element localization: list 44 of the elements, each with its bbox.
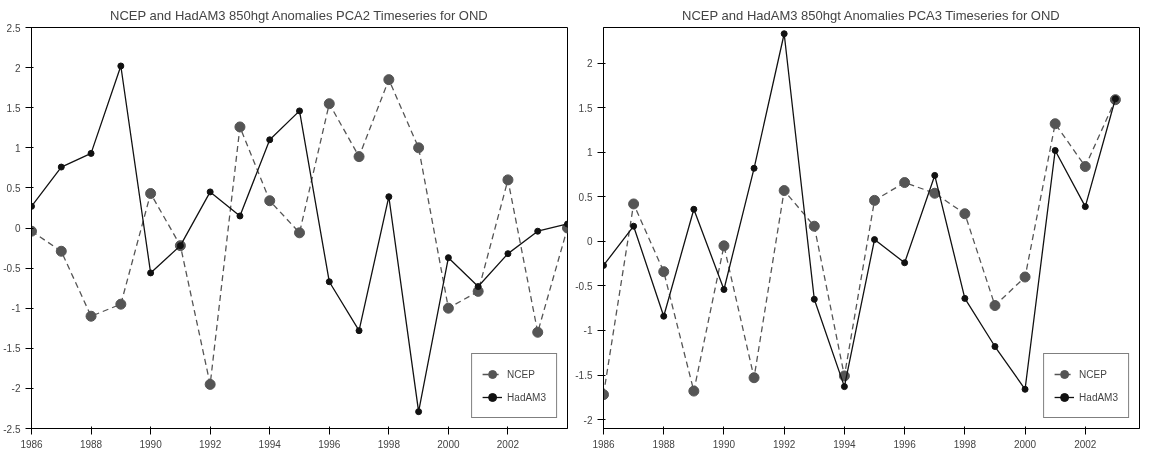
y-tick-label: -2 (583, 414, 593, 426)
legend-label: HadAM3 (507, 391, 546, 403)
y-tick-label: 2.5 (6, 22, 21, 34)
x-tick-label: 2002 (496, 438, 520, 450)
y-tick-label: 1 (586, 147, 593, 159)
x-tick-label: 1990 (139, 438, 163, 450)
y-tick-label: 1 (14, 142, 21, 154)
y-tick-label: 2 (14, 62, 21, 74)
x-tick-label: 1990 (712, 438, 736, 450)
y-tick-label: -1.5 (3, 343, 21, 355)
x-tick-label: 1998 (953, 438, 977, 450)
y-tick-label: 1.5 (578, 102, 593, 114)
y-tick-label: -1 (583, 325, 593, 337)
y-tick-label: 1.5 (6, 102, 21, 114)
y-tick-label: -0.5 (575, 280, 593, 292)
x-tick-label: 1992 (199, 438, 222, 450)
x-tick-label: 2002 (1074, 438, 1097, 450)
y-tick-label: -2 (11, 383, 21, 395)
x-tick-label: 1998 (377, 438, 401, 450)
y-tick-label: 2 (586, 58, 593, 70)
x-tick-label: 2000 (437, 438, 460, 450)
y-tick-label: -1 (11, 303, 21, 315)
x-tick-label: 1996 (318, 438, 341, 450)
legend-label: NCEP (507, 368, 535, 380)
chart-title: NCEP and HadAM3 850hgt Anomalies PCA3 Timeseries for OND (682, 7, 1060, 23)
x-tick-label: 1988 (79, 438, 103, 450)
x-tick-label: 1994 (258, 438, 282, 450)
x-tick-label: 1986 (20, 438, 44, 450)
legend-label: NCEP (1079, 368, 1107, 380)
x-tick-label: 1996 (893, 438, 917, 450)
y-tick-label: -2.5 (3, 423, 21, 435)
x-tick-label: 1986 (592, 438, 616, 450)
x-tick-label: 2000 (1013, 438, 1037, 450)
y-tick-label: 0.5 (578, 191, 593, 203)
x-tick-label: 1992 (773, 438, 796, 450)
x-tick-label: 1994 (833, 438, 856, 450)
legend-label: HadAM3 (1079, 391, 1118, 403)
y-tick-label: 0 (14, 223, 21, 234)
y-tick-label: -0.5 (3, 263, 21, 275)
y-tick-label: -1.5 (575, 370, 593, 382)
chart-title: NCEP and HadAM3 850hgt Anomalies PCA2 Timeseries for OND (110, 7, 488, 23)
y-tick-label: 0.5 (6, 182, 21, 194)
y-tick-label: 0 (586, 236, 593, 248)
x-tick-label: 1988 (652, 438, 676, 450)
